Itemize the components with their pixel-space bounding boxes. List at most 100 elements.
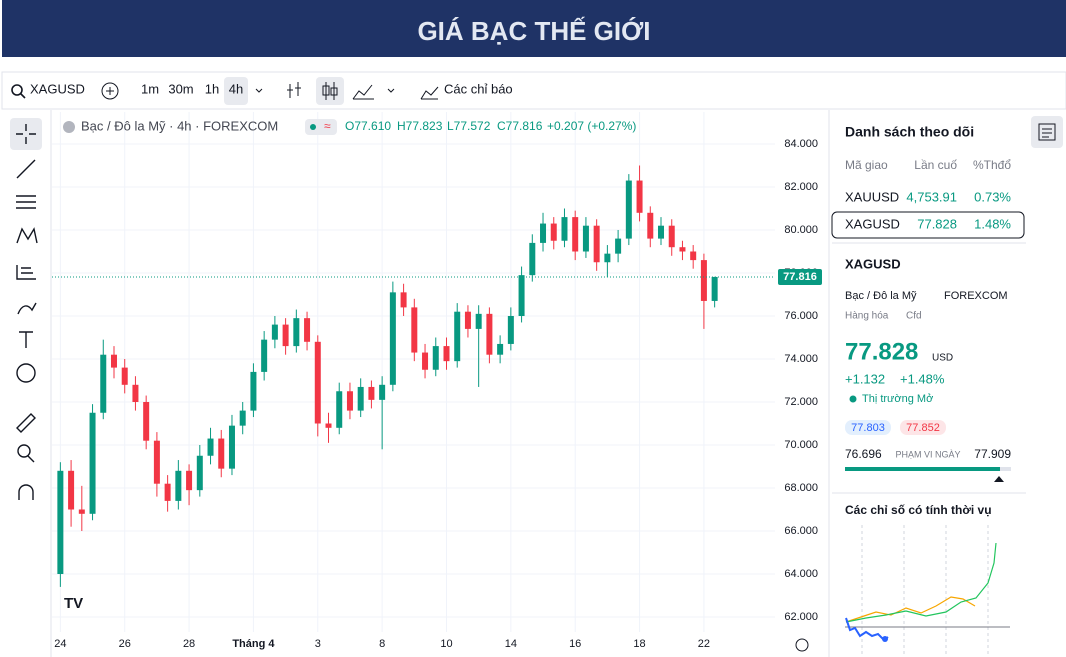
candle-body — [400, 292, 407, 308]
symbol[interactable]: XAGUSD — [30, 81, 85, 96]
watchlist-title: Danh sách theo dõi — [845, 124, 974, 140]
watch-column: %Thđổ — [973, 158, 1011, 172]
candle-body — [507, 316, 514, 344]
range-high: 77.909 — [974, 447, 1011, 461]
candle-body — [647, 212, 654, 239]
candle-body — [346, 391, 353, 411]
interval[interactable]: 4h — [229, 81, 243, 96]
bars-icon[interactable] — [287, 82, 301, 98]
candle-body — [357, 386, 364, 411]
seasonal-title: Các chỉ số có tính thời vụ — [845, 503, 992, 517]
candle-body — [78, 509, 85, 514]
y-tick-label: 62.000 — [784, 611, 818, 623]
candle-body — [304, 318, 311, 342]
x-tick-label: 10 — [440, 638, 452, 650]
y-tick-label: 70.000 — [784, 439, 818, 451]
watch-cell[interactable]: 77.828 — [917, 216, 957, 231]
candle-body — [325, 423, 332, 428]
candle-body — [454, 311, 461, 362]
candle-body — [550, 223, 557, 241]
candle-body — [153, 440, 160, 484]
candle-body — [110, 354, 117, 368]
dropdown[interactable] — [387, 88, 395, 93]
candle-body — [207, 438, 214, 456]
watch-cell[interactable]: 0.73% — [974, 189, 1011, 204]
status-icon: ≈ — [324, 119, 331, 133]
candle-body — [368, 386, 375, 400]
detail-exchange: FOREXCOM — [944, 290, 1008, 302]
candle-body — [593, 225, 600, 263]
y-tick-label: 66.000 — [784, 525, 818, 537]
watch-cell[interactable]: XAUUSD — [845, 189, 899, 204]
candle-body — [668, 225, 675, 248]
dropdown[interactable] — [255, 88, 263, 93]
ask-badge — [900, 420, 946, 435]
candle-body — [486, 313, 493, 355]
candle-body — [464, 311, 471, 329]
bid: 77.803 — [851, 422, 885, 434]
x-tick-label: 28 — [183, 638, 195, 650]
compare-icon[interactable] — [352, 84, 374, 100]
candle-body — [615, 238, 622, 254]
candle-body — [261, 339, 268, 372]
candle-body — [475, 313, 482, 329]
candles-icon[interactable] — [322, 85, 330, 96]
candle-body — [540, 223, 547, 243]
interval[interactable]: 1h — [205, 81, 219, 96]
candle-body — [658, 225, 665, 239]
status-badge — [305, 119, 337, 135]
interval[interactable]: 30m — [168, 81, 193, 96]
ask: 77.852 — [906, 422, 940, 434]
candle-body — [196, 455, 203, 491]
watch-column: Lần cuố — [914, 158, 957, 172]
x-tick-label: 16 — [569, 638, 581, 650]
candle-body — [497, 343, 504, 355]
watch-cell[interactable]: 1.48% — [974, 216, 1011, 231]
watchlist-button[interactable] — [1031, 116, 1063, 148]
add-symbol[interactable] — [101, 82, 119, 100]
x-tick-label: 3 — [315, 638, 321, 650]
ohlc-value: +0.207 (+0.27%) — [547, 119, 636, 133]
watchlist-icon — [1038, 123, 1056, 141]
candle-body — [186, 470, 193, 491]
market-status: Thị trường Mở — [862, 393, 933, 405]
candle-body — [379, 384, 386, 400]
candle-body — [518, 275, 525, 316]
candle-body — [572, 217, 579, 252]
interval-active — [224, 77, 248, 105]
x-tick-label: 18 — [633, 638, 645, 650]
candle-body — [432, 346, 439, 370]
detail-change-pct: +1.48% — [900, 371, 945, 386]
y-tick-label: 72.000 — [784, 396, 818, 408]
candle-body — [679, 247, 686, 252]
bid-badge — [845, 420, 891, 435]
x-tick-label: 26 — [119, 638, 131, 650]
detail-name: Bạc / Đô la Mỹ — [845, 290, 917, 302]
y-tick-label: 68.000 — [784, 482, 818, 494]
indicators-icon[interactable] — [420, 86, 439, 100]
detail-symbol: XAGUSD — [845, 256, 901, 271]
watch-cell[interactable]: 4,753.91 — [906, 189, 957, 204]
last-price-label: 77.816 — [783, 271, 817, 283]
last-price-tag — [778, 268, 822, 285]
y-tick-label: 84.000 — [784, 138, 818, 150]
indicators[interactable]: Các chỉ báo — [444, 81, 513, 96]
ohlc-value: O77.610 — [345, 119, 391, 133]
watch-cell[interactable]: XAGUSD — [845, 216, 900, 231]
candle-body — [250, 371, 257, 411]
range-marker — [994, 476, 1004, 482]
toolbar — [1, 71, 1066, 110]
search-icon[interactable] — [11, 84, 23, 96]
candle-body — [389, 292, 396, 385]
settings[interactable] — [795, 638, 809, 652]
y-tick-label: 76.000 — [784, 310, 818, 322]
candle-body — [443, 346, 450, 362]
interval[interactable]: 1m — [141, 81, 159, 96]
detail-currency: USD — [932, 353, 953, 364]
candle-body — [314, 341, 321, 424]
candle-body — [293, 318, 300, 347]
candle-body — [68, 470, 75, 510]
candle-body — [636, 180, 643, 213]
